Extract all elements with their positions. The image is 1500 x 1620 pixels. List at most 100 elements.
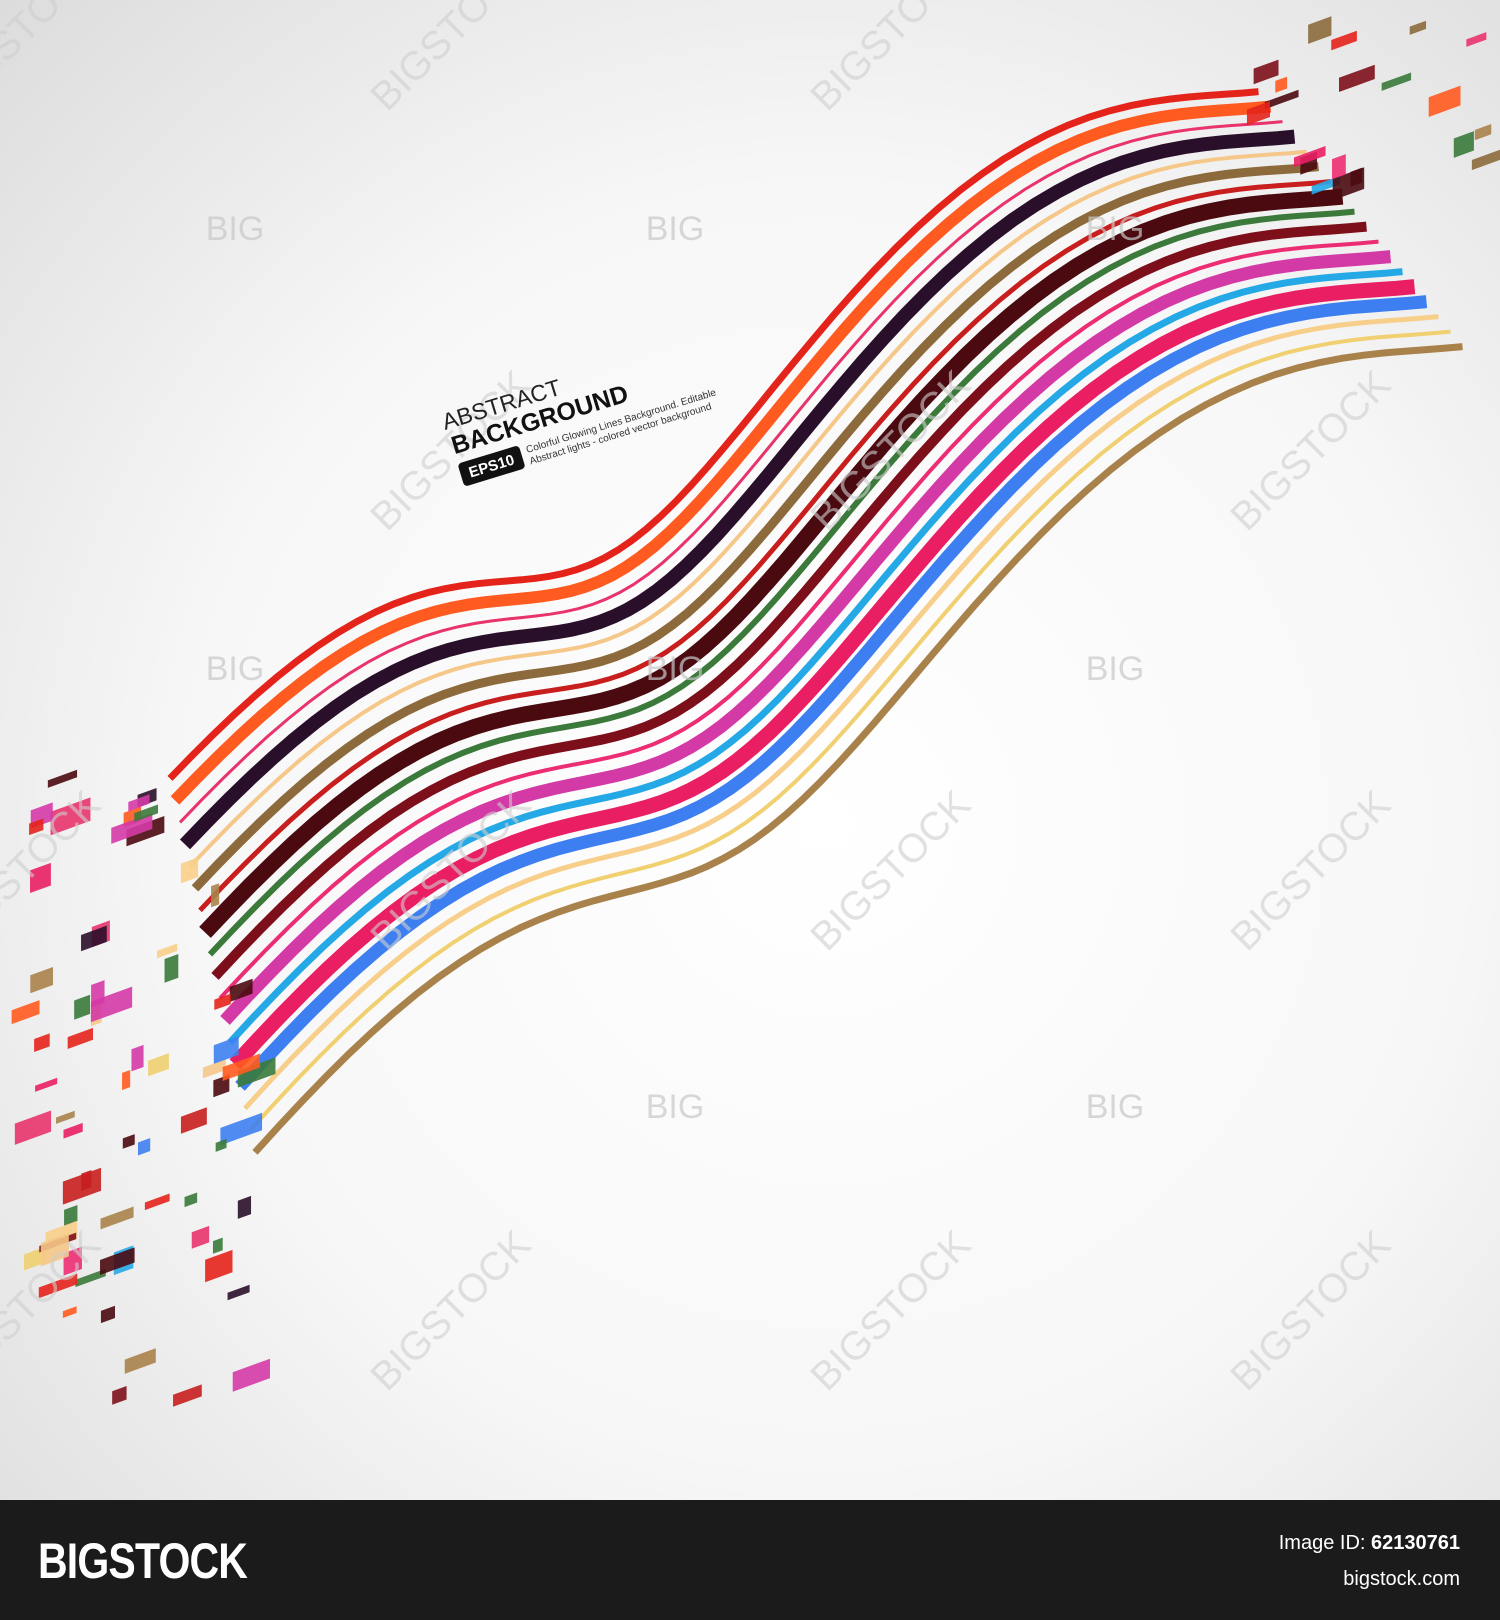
chip — [124, 1348, 156, 1374]
badge-bg — [458, 446, 525, 486]
chip — [1246, 101, 1271, 126]
watermark-short: BIG — [646, 210, 705, 248]
chip — [144, 1193, 170, 1211]
chip — [131, 1044, 144, 1072]
chip — [191, 1225, 210, 1249]
chip — [30, 966, 54, 994]
chip — [62, 1306, 77, 1318]
chip — [56, 1110, 75, 1124]
watermark: BIGSTOCK — [802, 1222, 979, 1399]
chip — [38, 1273, 78, 1299]
chip — [74, 994, 91, 1020]
chip — [30, 862, 51, 894]
chip — [213, 1036, 239, 1064]
chip — [40, 1232, 69, 1267]
watermark-short: BIG — [1086, 650, 1145, 688]
wave-line — [199, 188, 1344, 938]
wave-line — [211, 221, 1367, 980]
chip — [232, 1358, 270, 1392]
chip — [1332, 154, 1346, 180]
chip — [1474, 123, 1492, 141]
wave-line — [227, 268, 1403, 1045]
chip — [1381, 72, 1412, 91]
watermark: BIGSTOCK — [802, 0, 979, 119]
wave-line — [207, 208, 1355, 957]
chip — [229, 978, 253, 1002]
chip — [180, 857, 199, 884]
chip — [137, 1138, 151, 1156]
watermark-short: BIG — [206, 210, 265, 248]
brand: BIGSTOCK — [38, 1533, 248, 1589]
watermark-short: BIG — [206, 650, 265, 688]
chip — [212, 1237, 223, 1254]
chip — [122, 1069, 131, 1091]
site: bigstock.com — [1343, 1568, 1460, 1590]
chip — [100, 1206, 134, 1230]
watermark: BIGSTOCK — [1222, 1222, 1399, 1399]
wave-line — [167, 88, 1259, 781]
footer: BIGSTOCK Image ID: 62130761 bigstock.com — [0, 1500, 1500, 1620]
chip — [122, 1134, 135, 1149]
chip — [35, 1077, 58, 1092]
chip — [128, 794, 150, 812]
title-block: ABSTRACT BACKGROUND EPS10 Colorful Glowi… — [439, 374, 718, 486]
watermark: BIGSTOCK — [1222, 782, 1399, 959]
chip — [100, 1247, 135, 1276]
chip — [1331, 30, 1357, 51]
chip — [173, 1384, 202, 1407]
watermark-short: BIG — [1086, 1088, 1145, 1126]
chip — [215, 1138, 227, 1152]
artwork-svg: BIGSTOCK BIGSTOCK BIGSTOCK BIGSTOCK BIGSTOCK… — [0, 0, 1500, 1407]
chip — [227, 1284, 250, 1301]
id-value: 62130761 — [1371, 1532, 1460, 1554]
chip — [202, 1059, 226, 1079]
wave-line — [248, 329, 1451, 1132]
watermark: BIGSTOCK — [0, 0, 109, 119]
chip — [1253, 59, 1279, 85]
wave-line — [243, 314, 1439, 1111]
chip — [67, 1027, 93, 1050]
chip — [47, 769, 78, 788]
chip — [1275, 76, 1288, 93]
wave-line — [218, 239, 1379, 1000]
watermark-short: BIG — [1086, 210, 1145, 248]
wave-line — [252, 343, 1463, 1155]
chip — [1471, 145, 1500, 171]
chip — [111, 812, 153, 844]
wave-line — [235, 295, 1428, 1091]
wave-lines — [167, 88, 1463, 1155]
wave-line — [179, 129, 1296, 850]
chip — [50, 797, 91, 836]
chip — [11, 1000, 40, 1025]
wave-line — [178, 120, 1283, 824]
watermark-short: BIG — [646, 1088, 705, 1126]
chip — [75, 1268, 106, 1288]
watermark: BIGSTOCK — [0, 1222, 109, 1399]
chip — [112, 1385, 127, 1405]
artwork: BIGSTOCK BIGSTOCK BIGSTOCK BIGSTOCK BIGSTOCK… — [0, 0, 1500, 1500]
id-label: Image ID: — [1278, 1532, 1366, 1554]
chip — [14, 1110, 52, 1145]
watermark: BIGSTOCK — [802, 782, 979, 959]
chip — [180, 1107, 207, 1134]
image-id: Image ID: 62130761 — [1279, 1532, 1460, 1555]
chip — [222, 1053, 261, 1082]
chip — [211, 883, 220, 908]
chip — [63, 1122, 83, 1139]
chip — [1409, 20, 1427, 35]
wave-line — [220, 250, 1392, 1025]
watermark: BIGSTOCK — [1222, 362, 1399, 539]
chip — [64, 1204, 78, 1226]
chip — [134, 804, 159, 822]
chip — [81, 925, 107, 952]
chip — [1264, 89, 1299, 110]
chip — [213, 1074, 230, 1098]
chip — [100, 1305, 116, 1324]
chip — [1293, 145, 1326, 168]
chip — [1428, 85, 1461, 117]
chip — [29, 818, 44, 836]
chip — [81, 1169, 92, 1192]
chip — [1332, 167, 1365, 201]
chip — [220, 1112, 263, 1146]
chip — [184, 1192, 198, 1208]
